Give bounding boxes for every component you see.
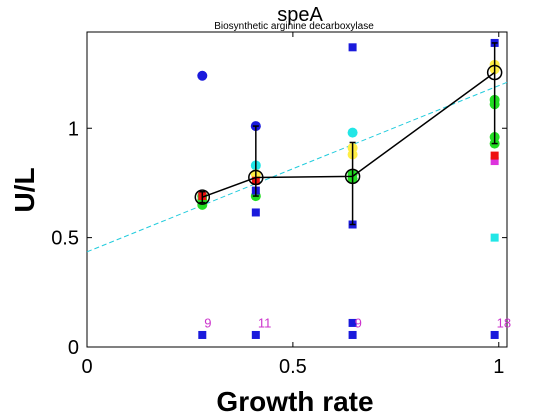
x-tick-label: 0.5 (279, 356, 307, 378)
x-tick-label: 1 (493, 356, 504, 378)
axis-layer: 0 0.5 1 0 0.5 1 (51, 32, 507, 378)
y-tick-label: 0.5 (51, 228, 79, 250)
data-point-square (198, 330, 207, 339)
data-point-square (251, 208, 260, 217)
count-label: 11 (258, 315, 272, 330)
count-label: 9 (355, 315, 362, 330)
mean-marker (486, 64, 503, 81)
plot-area (86, 31, 508, 348)
mean-marker (248, 169, 264, 186)
data-point-square (348, 318, 357, 327)
data-point-square (251, 330, 260, 339)
y-tick-label: 0 (68, 337, 79, 359)
count-label: 18 (497, 315, 511, 330)
x-tick-label: 0 (81, 356, 92, 378)
data-point-square (490, 157, 499, 166)
fit-line (86, 81, 508, 253)
mean-marker (344, 168, 361, 185)
data-point-circle (197, 70, 208, 81)
x-axis-title: Growth rate (216, 386, 373, 417)
data-point-square (348, 43, 357, 52)
data-point-square (490, 233, 499, 242)
data-point-square (490, 151, 499, 160)
mean-line (202, 71, 496, 198)
data-point-circle (347, 127, 358, 138)
data-point-square (348, 330, 357, 339)
chart-subtitle: Biosynthetic arginine decarboxylase (214, 21, 374, 32)
fit-line-layer (86, 81, 508, 253)
mean-marker (194, 189, 211, 205)
mean-series-layer (194, 42, 503, 226)
y-tick-label: 1 (68, 118, 79, 140)
y-axis-title: U/L (9, 167, 40, 212)
chart-title: speA (277, 4, 323, 26)
count-label: 9 (204, 315, 211, 330)
count-labels-layer: 9 11 9 18 (204, 315, 511, 330)
data-point-square (490, 330, 499, 339)
